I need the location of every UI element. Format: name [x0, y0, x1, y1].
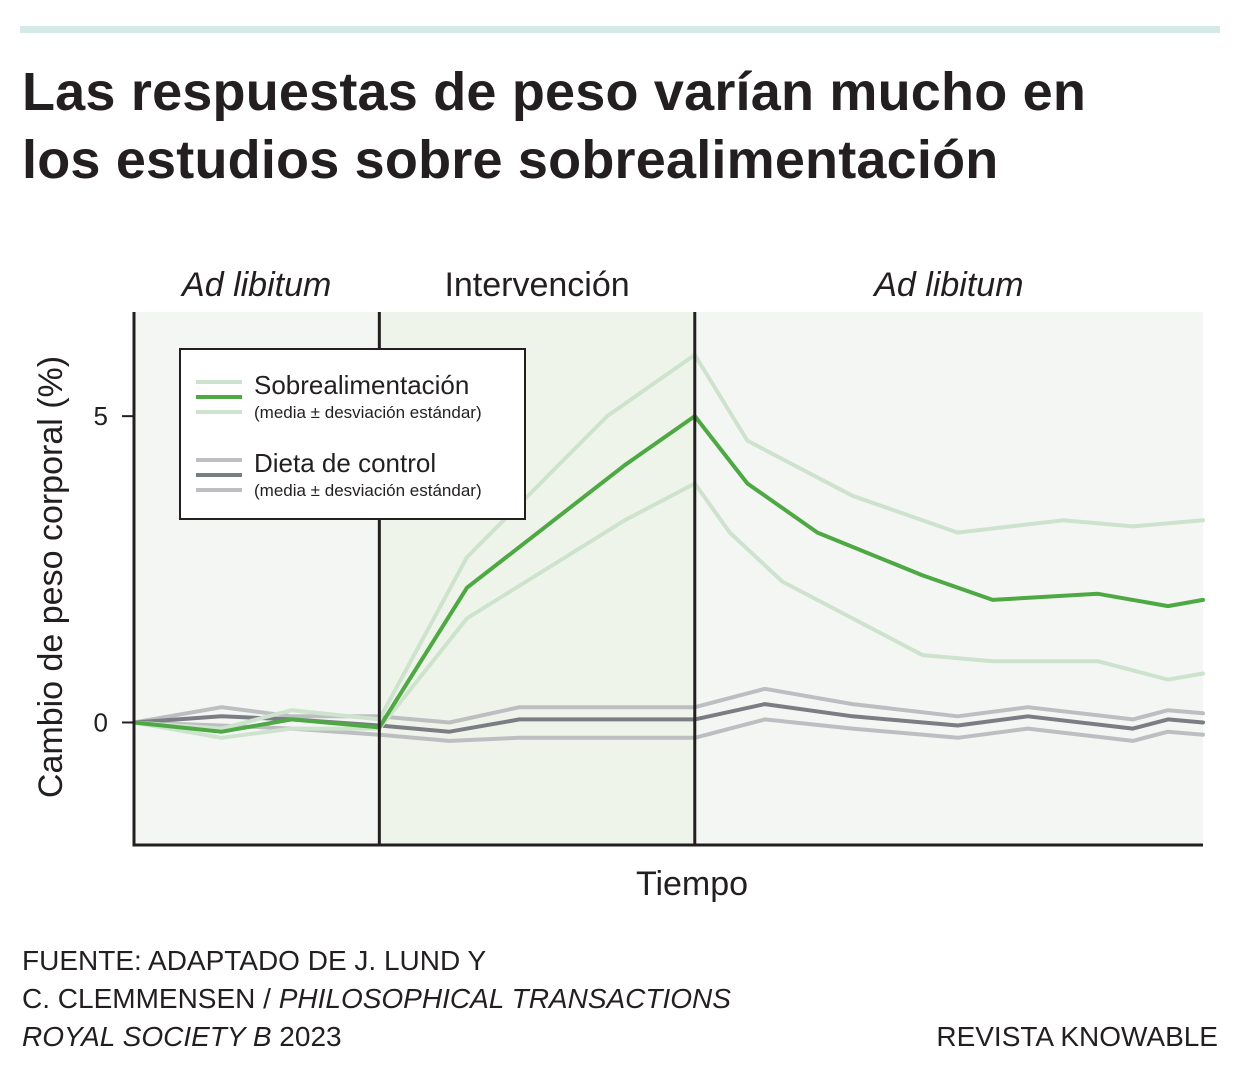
x-axis-label: Tiempo — [636, 865, 748, 903]
series-overfeeding-mean — [132, 414, 1205, 734]
source-journal: PHILOSOPHICAL TRANSACTIONS — [278, 983, 731, 1014]
legend-control-label: Dieta de control — [254, 448, 436, 478]
source-line-1: FUENTE: ADAPTADO DE J. LUND Y — [22, 945, 487, 976]
source-line-2: C. CLEMMENSEN / PHILOSOPHICAL TRANSACTIO… — [22, 980, 731, 1018]
phase-label-intervention: Intervención — [444, 266, 629, 304]
phase-label-ad-libitum-1: Ad libitum — [180, 266, 331, 304]
legend-overfeeding-note: (media ± desviación estándar) — [254, 403, 482, 422]
y-ticks: 05 — [94, 401, 134, 737]
source-credit: FUENTE: ADAPTADO DE J. LUND Y C. CLEMMEN… — [22, 942, 731, 1056]
source-journal-series: ROYAL SOCIETY B — [22, 1021, 272, 1052]
legend-control-note: (media ± desviación estándar) — [254, 481, 482, 500]
title-line-2: los estudios sobre sobrealimentación — [22, 130, 999, 190]
publisher-credit: REVISTA KNOWABLE — [936, 1021, 1218, 1052]
series-layer — [132, 352, 1205, 743]
title-line-1: Las respuestas de peso varían mucho en — [22, 62, 1087, 122]
y-axis-label: Cambio de peso corporal (%) — [32, 356, 70, 798]
page-title: Las respuestas de peso varían mucho en l… — [22, 58, 1222, 194]
legend-overfeeding-label: Sobrealimentación — [254, 370, 469, 400]
y-tick-label: 0 — [94, 707, 108, 737]
source-line-3: ROYAL SOCIETY B 2023 — [22, 1018, 731, 1056]
series-control-upper — [132, 686, 1205, 725]
y-tick-label: 5 — [94, 401, 108, 431]
source-authors: C. CLEMMENSEN / — [22, 983, 279, 1014]
source-year: 2023 — [271, 1021, 342, 1052]
phase-label-ad-libitum-2: Ad libitum — [872, 266, 1023, 304]
top-accent-rule — [20, 26, 1220, 33]
axes — [132, 312, 1203, 847]
phase-background-ad-libitum-2 — [694, 312, 1203, 845]
series-overfeeding-lower — [132, 481, 1205, 740]
legend: Sobrealimentación (media ± desviación es… — [179, 348, 526, 520]
